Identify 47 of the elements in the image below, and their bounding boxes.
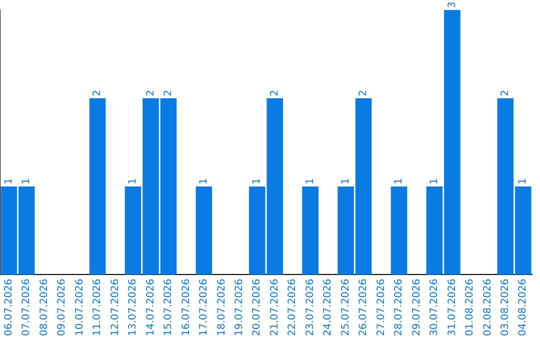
x-tick-label: 07.07.2026 xyxy=(21,278,32,336)
x-tick-label: 03.08.2026 xyxy=(500,278,511,336)
data-label: 2 xyxy=(145,90,156,96)
x-tick-label: 17.07.2026 xyxy=(198,278,210,336)
x-tick-label: 04.08.2026 xyxy=(518,278,529,336)
x-tick-label: 18.07.2026 xyxy=(216,278,228,336)
x-tick-label: 27.07.2026 xyxy=(376,278,387,336)
x-tick-label: 22.07.2026 xyxy=(287,278,298,336)
x-tick-label: 06.07.2026 xyxy=(3,278,14,336)
data-label: 2 xyxy=(163,90,174,96)
data-label: 1 xyxy=(252,178,263,184)
data-label: 3 xyxy=(446,2,458,8)
x-tick-label: 26.07.2026 xyxy=(358,278,370,336)
x-tick-label: 15.07.2026 xyxy=(163,278,174,336)
x-tick-label: 09.07.2026 xyxy=(56,278,68,336)
data-label: 1 xyxy=(304,178,316,184)
data-label: 2 xyxy=(500,90,511,96)
x-tick-label: 02.08.2026 xyxy=(482,278,494,336)
x-tick-label: 20.07.2026 xyxy=(252,278,263,336)
x-tick-label: 30.07.2026 xyxy=(429,278,440,336)
x-tick-label: 12.07.2026 xyxy=(110,278,121,336)
data-label: 1 xyxy=(198,178,210,184)
x-tick-label: 08.07.2026 xyxy=(38,278,50,336)
x-tick-label: 16.07.2026 xyxy=(180,278,192,336)
data-label: 1 xyxy=(340,178,352,184)
data-label: 1 xyxy=(429,178,440,184)
x-tick-label: 28.07.2026 xyxy=(394,278,405,336)
x-tick-label: 11.07.2026 xyxy=(92,278,104,336)
x-tick-label: 13.07.2026 xyxy=(128,278,139,336)
data-label: 2 xyxy=(358,90,370,96)
x-tick-label: 25.07.2026 xyxy=(340,278,352,336)
x-tick-label: 21.07.2026 xyxy=(269,278,280,336)
data-label: 1 xyxy=(394,178,405,184)
data-label: 1 xyxy=(128,178,139,184)
data-label: 2 xyxy=(269,90,280,96)
x-tick-label: 14.07.2026 xyxy=(145,278,156,336)
data-label: 1 xyxy=(3,178,14,184)
data-label: 1 xyxy=(518,178,529,184)
x-tick-label: 01.08.2026 xyxy=(464,278,476,336)
x-tick-label: 23.07.2026 xyxy=(304,278,316,336)
x-tick-label: 24.07.2026 xyxy=(322,278,334,336)
data-label: 1 xyxy=(21,178,32,184)
x-tick-label: 31.07.2026 xyxy=(446,278,458,336)
x-tick-label: 29.07.2026 xyxy=(411,278,422,336)
data-label: 2 xyxy=(92,90,104,96)
x-tick-label: 19.07.2026 xyxy=(234,278,245,336)
x-tick-label: 10.07.2026 xyxy=(74,278,86,336)
